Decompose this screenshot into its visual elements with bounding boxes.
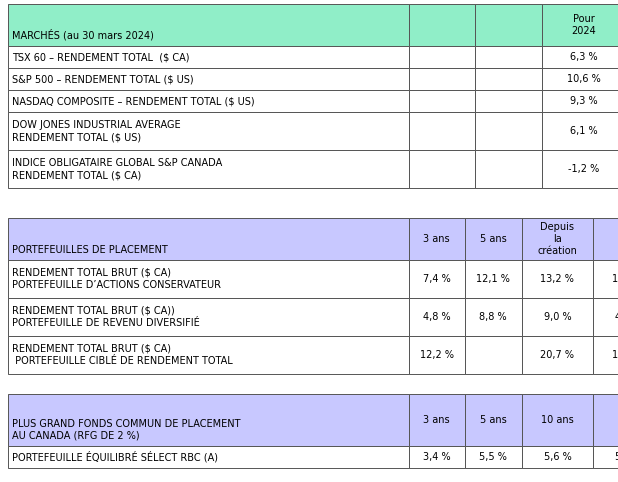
- Bar: [475, 90, 542, 112]
- Bar: [593, 336, 618, 374]
- Text: 20,7 %: 20,7 %: [540, 350, 575, 360]
- Bar: [8, 298, 408, 336]
- Bar: [593, 394, 618, 446]
- Text: RENDEMENT TOTAL BRUT ($ CA))
PORTEFEUILLE DE REVENU DIVERSIFIÉ: RENDEMENT TOTAL BRUT ($ CA)) PORTEFEUILL…: [12, 306, 200, 328]
- Bar: [408, 68, 475, 90]
- Text: 8,8 %: 8,8 %: [480, 312, 507, 322]
- Bar: [408, 298, 465, 336]
- Text: TSX 60 – RENDEMENT TOTAL  ($ CA): TSX 60 – RENDEMENT TOTAL ($ CA): [12, 52, 190, 62]
- Bar: [408, 218, 465, 260]
- Bar: [465, 218, 522, 260]
- Text: 9,3 %: 9,3 %: [570, 96, 598, 106]
- Bar: [475, 68, 542, 90]
- Text: 3 ans: 3 ans: [423, 415, 450, 425]
- Bar: [408, 394, 465, 446]
- Bar: [8, 112, 408, 150]
- Bar: [522, 298, 593, 336]
- Text: Pour
2024: Pour 2024: [617, 228, 618, 250]
- Text: 5 ans: 5 ans: [480, 415, 507, 425]
- Text: 12,2 %: 12,2 %: [420, 350, 454, 360]
- Text: 4,8 %: 4,8 %: [423, 312, 451, 322]
- Text: 6,1 %: 6,1 %: [570, 126, 598, 136]
- Text: 13,2 %: 13,2 %: [541, 274, 574, 284]
- Text: 13,6 %: 13,6 %: [612, 350, 618, 360]
- Bar: [8, 446, 408, 468]
- Bar: [8, 68, 408, 90]
- Bar: [8, 218, 408, 260]
- Text: 7,4 %: 7,4 %: [423, 274, 451, 284]
- Text: 3 ans: 3 ans: [423, 234, 450, 244]
- Text: 3,4 %: 3,4 %: [423, 452, 451, 462]
- Bar: [465, 394, 522, 446]
- Bar: [542, 90, 618, 112]
- Bar: [465, 298, 522, 336]
- Bar: [522, 336, 593, 374]
- Bar: [8, 394, 408, 446]
- Text: -1,2 %: -1,2 %: [569, 164, 599, 174]
- Bar: [593, 446, 618, 468]
- Text: 9,0 %: 9,0 %: [544, 312, 571, 322]
- Text: PLUS GRAND FONDS COMMUN DE PLACEMENT
AU CANADA (RFG DE 2 %): PLUS GRAND FONDS COMMUN DE PLACEMENT AU …: [12, 418, 241, 441]
- Bar: [408, 336, 465, 374]
- Bar: [475, 46, 542, 68]
- Bar: [408, 46, 475, 68]
- Bar: [522, 446, 593, 468]
- Text: RENDEMENT TOTAL BRUT ($ CA)
PORTEFEUILLE D’ACTIONS CONSERVATEUR: RENDEMENT TOTAL BRUT ($ CA) PORTEFEUILLE…: [12, 268, 221, 290]
- Text: 10,6 %: 10,6 %: [567, 74, 601, 84]
- Text: 5,4 %: 5,4 %: [616, 452, 618, 462]
- Text: Pour
2024: Pour 2024: [617, 409, 618, 431]
- Bar: [522, 218, 593, 260]
- Bar: [8, 4, 408, 46]
- Text: 5,5 %: 5,5 %: [480, 452, 507, 462]
- Bar: [8, 90, 408, 112]
- Text: PORTEFEUILLE ÉQUILIBRÉ SÉLECT RBC (A): PORTEFEUILLE ÉQUILIBRÉ SÉLECT RBC (A): [12, 451, 218, 463]
- Text: 5,6 %: 5,6 %: [544, 452, 571, 462]
- Bar: [522, 394, 593, 446]
- Bar: [8, 260, 408, 298]
- Text: 6,3 %: 6,3 %: [570, 52, 598, 62]
- Text: 5 ans: 5 ans: [480, 234, 507, 244]
- Bar: [8, 46, 408, 68]
- Bar: [475, 150, 542, 188]
- Bar: [522, 260, 593, 298]
- Text: S&P 500 – RENDEMENT TOTAL ($ US): S&P 500 – RENDEMENT TOTAL ($ US): [12, 74, 194, 84]
- Text: Depuis
la
création: Depuis la création: [538, 222, 577, 256]
- Text: Pour
2024: Pour 2024: [572, 14, 596, 36]
- Bar: [542, 4, 618, 46]
- Bar: [408, 112, 475, 150]
- Text: PORTEFEUILLES DE PLACEMENT: PORTEFEUILLES DE PLACEMENT: [12, 245, 168, 255]
- Bar: [465, 446, 522, 468]
- Text: INDICE OBLIGATAIRE GLOBAL S&P CANADA
RENDEMENT TOTAL ($ CA): INDICE OBLIGATAIRE GLOBAL S&P CANADA REN…: [12, 158, 222, 180]
- Bar: [542, 150, 618, 188]
- Bar: [408, 260, 465, 298]
- Bar: [475, 112, 542, 150]
- Bar: [408, 90, 475, 112]
- Bar: [593, 218, 618, 260]
- Text: 11,1 %: 11,1 %: [612, 274, 618, 284]
- Bar: [542, 68, 618, 90]
- Bar: [593, 298, 618, 336]
- Text: 4,7 %: 4,7 %: [616, 312, 618, 322]
- Text: RENDEMENT TOTAL BRUT ($ CA)
 PORTEFEUILLE CIBLÉ DE RENDEMENT TOTAL: RENDEMENT TOTAL BRUT ($ CA) PORTEFEUILLE…: [12, 344, 233, 366]
- Text: NASDAQ COMPOSITE – RENDEMENT TOTAL ($ US): NASDAQ COMPOSITE – RENDEMENT TOTAL ($ US…: [12, 96, 255, 106]
- Text: DOW JONES INDUSTRIAL AVERAGE
RENDEMENT TOTAL ($ US): DOW JONES INDUSTRIAL AVERAGE RENDEMENT T…: [12, 120, 181, 142]
- Text: MARCHÉS (au 30 mars 2024): MARCHÉS (au 30 mars 2024): [12, 29, 154, 41]
- Bar: [8, 150, 408, 188]
- Bar: [542, 46, 618, 68]
- Bar: [8, 336, 408, 374]
- Bar: [542, 112, 618, 150]
- Bar: [475, 4, 542, 46]
- Text: 10 ans: 10 ans: [541, 415, 574, 425]
- Bar: [465, 260, 522, 298]
- Text: 12,1 %: 12,1 %: [476, 274, 510, 284]
- Bar: [465, 336, 522, 374]
- Bar: [408, 4, 475, 46]
- Bar: [408, 446, 465, 468]
- Bar: [593, 260, 618, 298]
- Bar: [408, 150, 475, 188]
